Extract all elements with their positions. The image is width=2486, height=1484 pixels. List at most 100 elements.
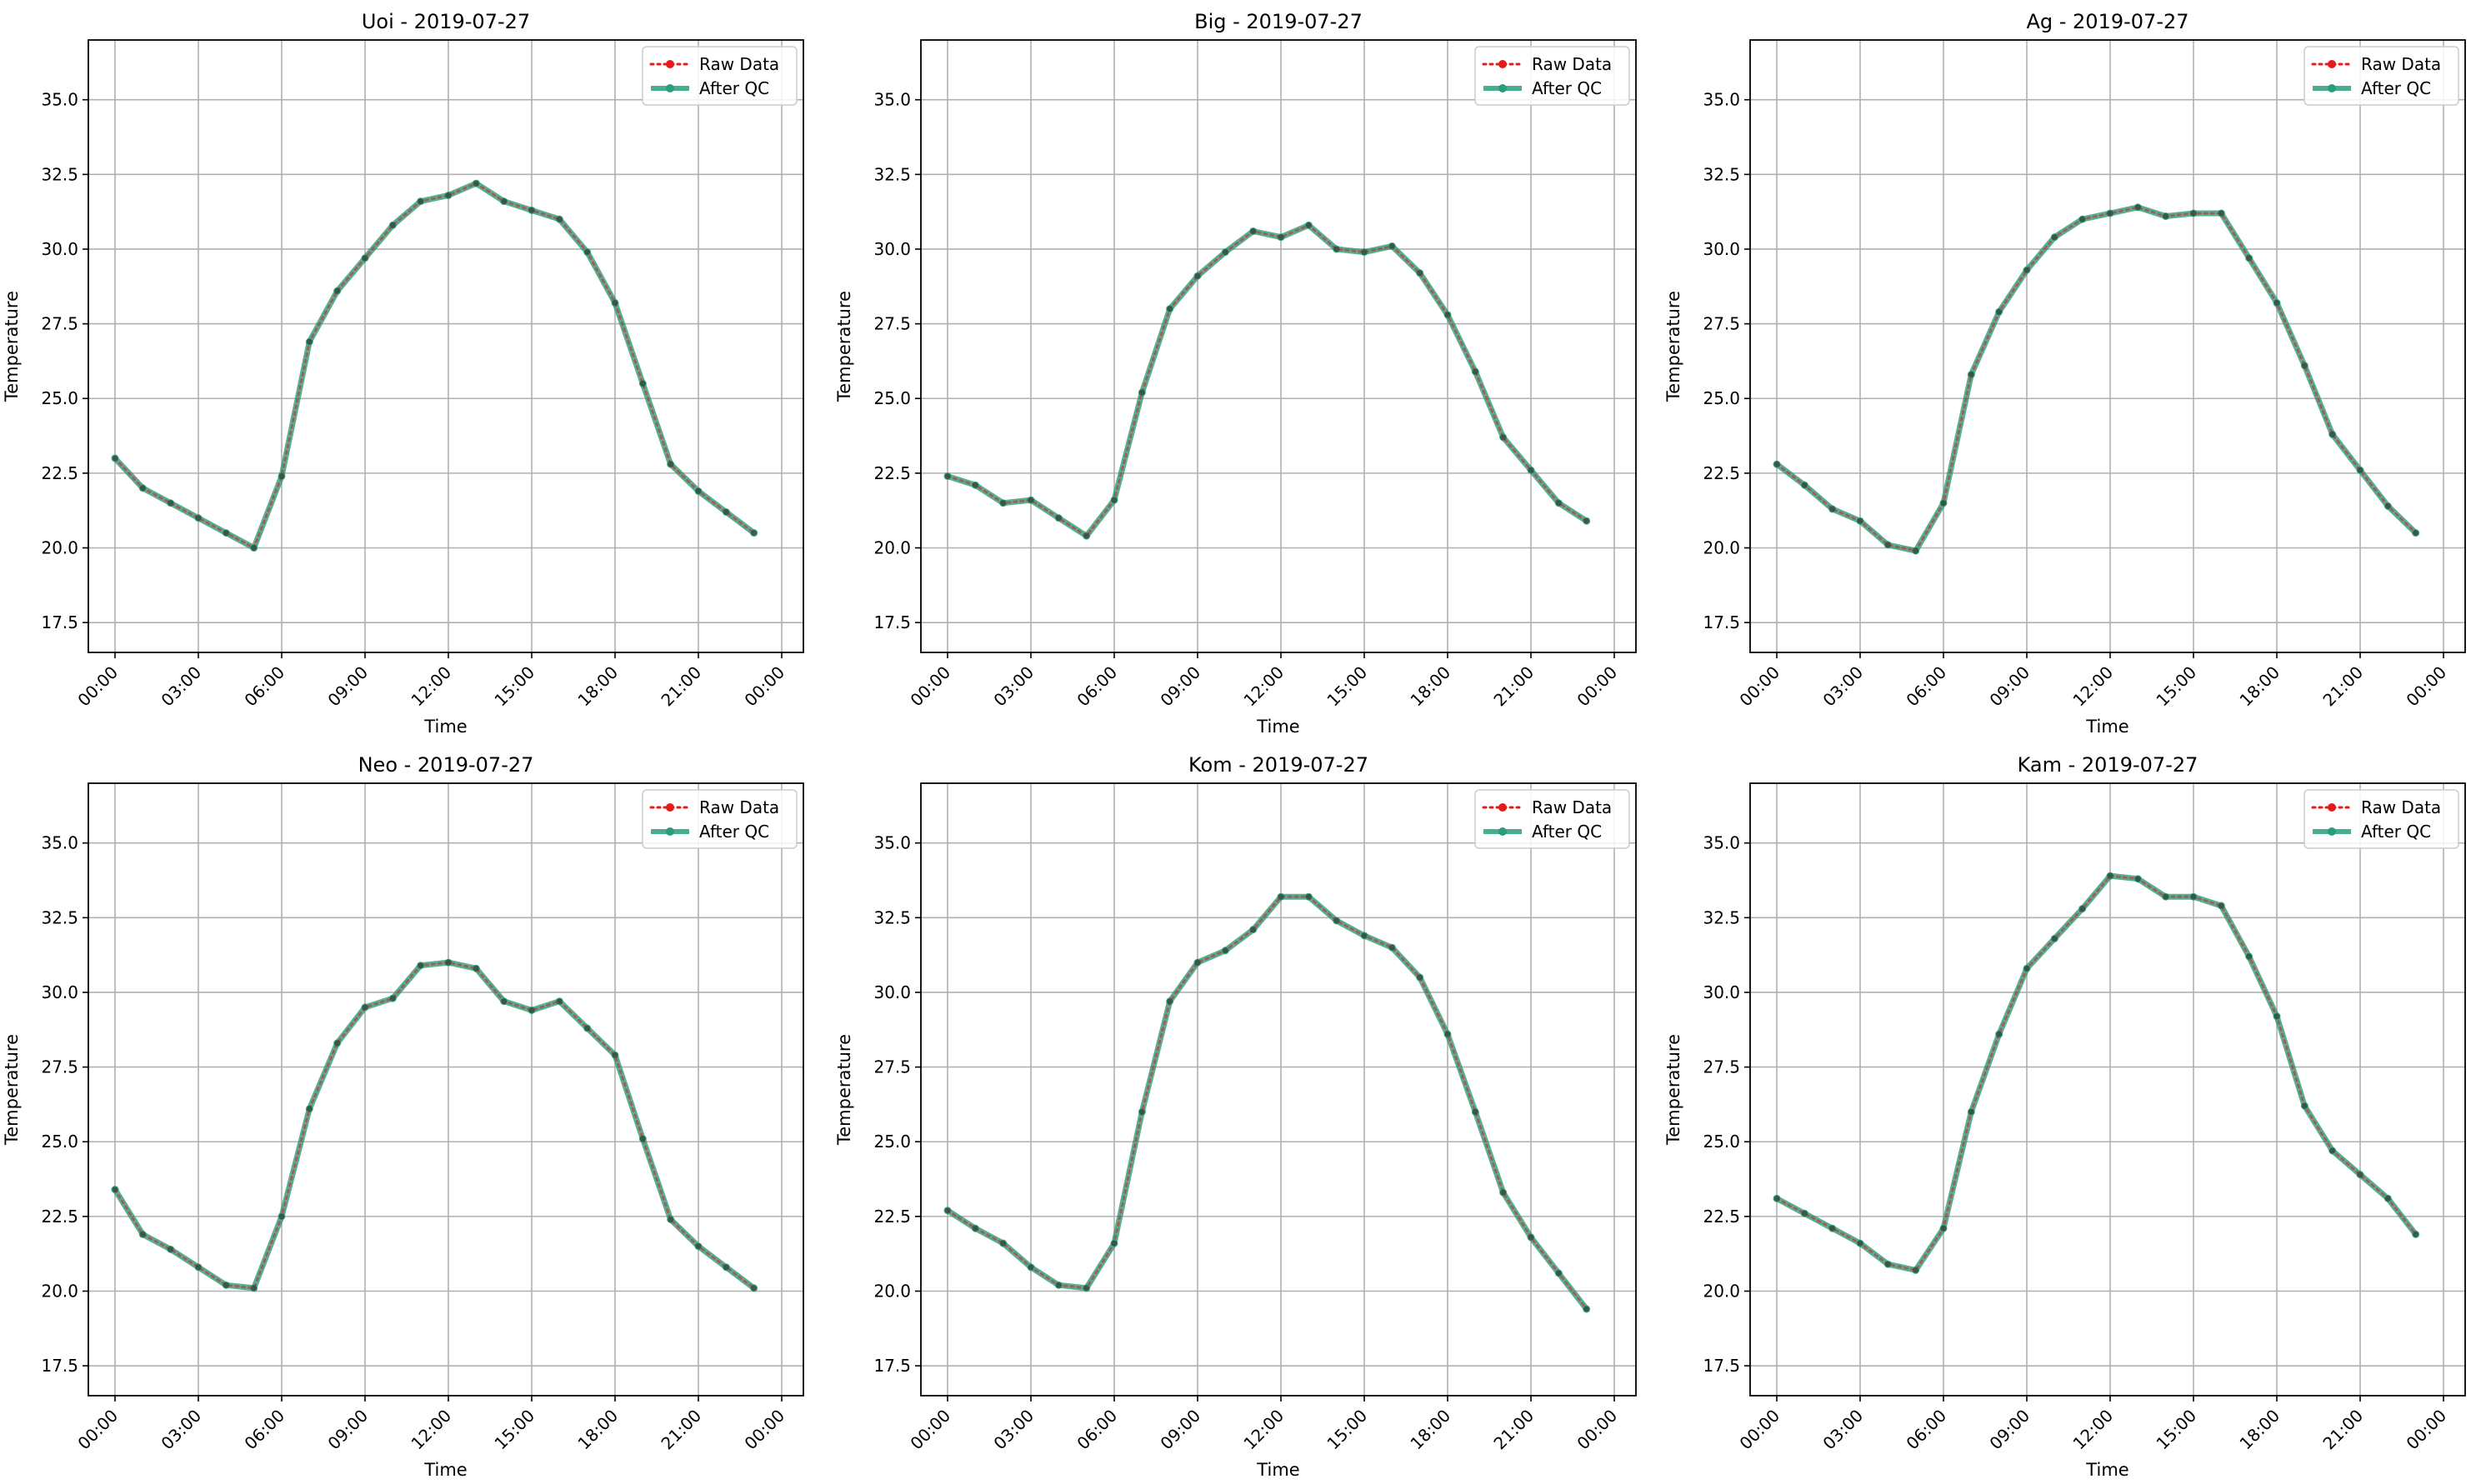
legend-label-raw-data: Raw Data <box>2361 54 2441 74</box>
y-tick-label: 27.5 <box>41 314 78 334</box>
point-raw-data <box>1055 1282 1062 1288</box>
point-raw-data <box>1773 461 1780 467</box>
x-tick-label: 03:00 <box>157 662 205 711</box>
y-tick-label: 17.5 <box>41 612 78 632</box>
point-raw-data <box>723 508 729 515</box>
y-tick-label: 35.0 <box>1703 90 1740 110</box>
y-tick-label: 22.5 <box>873 463 911 483</box>
series-line-after-qc <box>946 222 1588 539</box>
subplot-4: 17.5 20.0 22.5 25.0 27.5 30.0 32.5 35.0 00:00 03:… <box>2 753 804 1480</box>
point-raw-data <box>723 1264 729 1271</box>
subplot-6: 17.5 20.0 22.5 25.0 27.5 30.0 32.5 35.0 00:00 03:… <box>1663 753 2466 1480</box>
point-raw-data <box>2273 1013 2280 1020</box>
x-tick-label: 00:00 <box>906 662 954 711</box>
y-tick-label: 17.5 <box>873 1356 911 1376</box>
point-raw-data <box>2051 935 2058 942</box>
subplot-2: 17.5 20.0 22.5 25.0 27.5 30.0 32.5 35.0 00:00 03:… <box>834 10 1637 737</box>
x-tick-label: 15:00 <box>490 1406 538 1454</box>
axes-frame <box>88 782 804 1397</box>
y-tick-label: 30.0 <box>1703 239 1740 259</box>
point-raw-data <box>1028 1264 1034 1271</box>
y-tick-label: 35.0 <box>41 90 78 110</box>
point-raw-data <box>1388 944 1395 951</box>
y-axis-label: Temperature <box>2 1034 22 1146</box>
point-raw-data <box>223 1282 229 1288</box>
point-raw-data <box>362 255 368 262</box>
point-raw-data <box>418 962 424 969</box>
point-raw-data <box>1829 506 1836 512</box>
legend-label-raw-data: Raw Data <box>699 797 779 817</box>
point-raw-data <box>639 1136 646 1142</box>
point-raw-data <box>1138 389 1145 396</box>
point-raw-data <box>1250 927 1257 933</box>
series-line-after-qc <box>1774 204 2418 554</box>
y-axis-label: Temperature <box>834 291 854 402</box>
point-raw-data <box>2134 876 2141 882</box>
y-tick-label: 32.5 <box>41 164 78 184</box>
point-raw-data <box>1222 249 1228 256</box>
point-raw-data <box>944 472 951 479</box>
point-raw-data <box>612 1052 618 1058</box>
point-raw-data <box>2051 234 2058 241</box>
y-tick-label: 22.5 <box>41 463 78 483</box>
x-axis-label: Time <box>1256 717 1299 737</box>
point-raw-data <box>1444 312 1451 318</box>
point-raw-data <box>1884 1261 1891 1267</box>
point-raw-data <box>1444 1031 1451 1037</box>
point-raw-data <box>1996 308 2003 315</box>
point-raw-data <box>1111 497 1118 503</box>
x-tick-label: 18:00 <box>2235 662 2283 711</box>
point-raw-data <box>751 530 758 537</box>
point-raw-data <box>251 545 258 552</box>
subplot-3: 17.5 20.0 22.5 25.0 27.5 30.0 32.5 35.0 00:00 03:… <box>1663 10 2466 737</box>
point-raw-data <box>1194 272 1201 279</box>
point-raw-data <box>2134 204 2141 211</box>
point-raw-data <box>2273 300 2280 307</box>
legend-marker-raw-data <box>666 60 674 68</box>
point-raw-data <box>1222 947 1228 954</box>
point-raw-data <box>1913 1267 1919 1273</box>
x-tick-label: 15:00 <box>1323 662 1371 711</box>
x-tick-label: 00:00 <box>740 662 788 711</box>
point-raw-data <box>1940 1225 1947 1232</box>
series-line-raw-data <box>113 961 756 1290</box>
point-raw-data <box>972 482 978 488</box>
x-axis-label: Time <box>2085 1460 2128 1480</box>
y-tick-label: 35.0 <box>1703 833 1740 853</box>
point-raw-data <box>1278 893 1284 900</box>
legend-marker-after-qc <box>2328 84 2336 92</box>
chart-title: Kom - 2019-07-27 <box>1188 753 1368 777</box>
chart-title: Neo - 2019-07-27 <box>358 753 534 777</box>
point-raw-data <box>2218 902 2224 909</box>
legend-label-after-qc: After QC <box>699 822 769 842</box>
axes-frame <box>1749 39 2466 653</box>
point-raw-data <box>1472 1108 1478 1115</box>
legend-marker-after-qc <box>666 84 674 92</box>
series-line-after-qc <box>113 180 756 551</box>
x-tick-label: 00:00 <box>2402 662 2450 711</box>
point-raw-data <box>389 222 396 228</box>
point-raw-data <box>528 207 535 213</box>
y-tick-label: 20.0 <box>41 538 78 558</box>
point-raw-data <box>1250 227 1257 234</box>
legend-marker-raw-data <box>1498 60 1507 68</box>
y-tick-label: 30.0 <box>873 982 911 1002</box>
x-tick-label: 21:00 <box>2318 1406 2367 1454</box>
point-raw-data <box>1555 1270 1562 1277</box>
legend-label-after-qc: After QC <box>2361 78 2431 98</box>
x-tick-label: 12:00 <box>1239 1406 1288 1454</box>
y-tick-label: 30.0 <box>1703 982 1740 1002</box>
x-axis-label: Time <box>1256 1460 1299 1480</box>
legend-label-raw-data: Raw Data <box>2361 797 2441 817</box>
point-raw-data <box>1194 959 1201 966</box>
x-tick-label: 18:00 <box>1406 1406 1454 1454</box>
point-raw-data <box>1333 917 1340 924</box>
y-tick-label: 20.0 <box>873 538 911 558</box>
point-raw-data <box>528 1007 535 1013</box>
point-raw-data <box>639 380 646 387</box>
x-tick-label: 09:00 <box>1156 1406 1204 1454</box>
legend: Raw Data After QC <box>642 46 798 106</box>
legend-marker-raw-data <box>1498 803 1507 812</box>
point-raw-data <box>1996 1031 2003 1037</box>
legend-label-raw-data: Raw Data <box>1532 797 1612 817</box>
